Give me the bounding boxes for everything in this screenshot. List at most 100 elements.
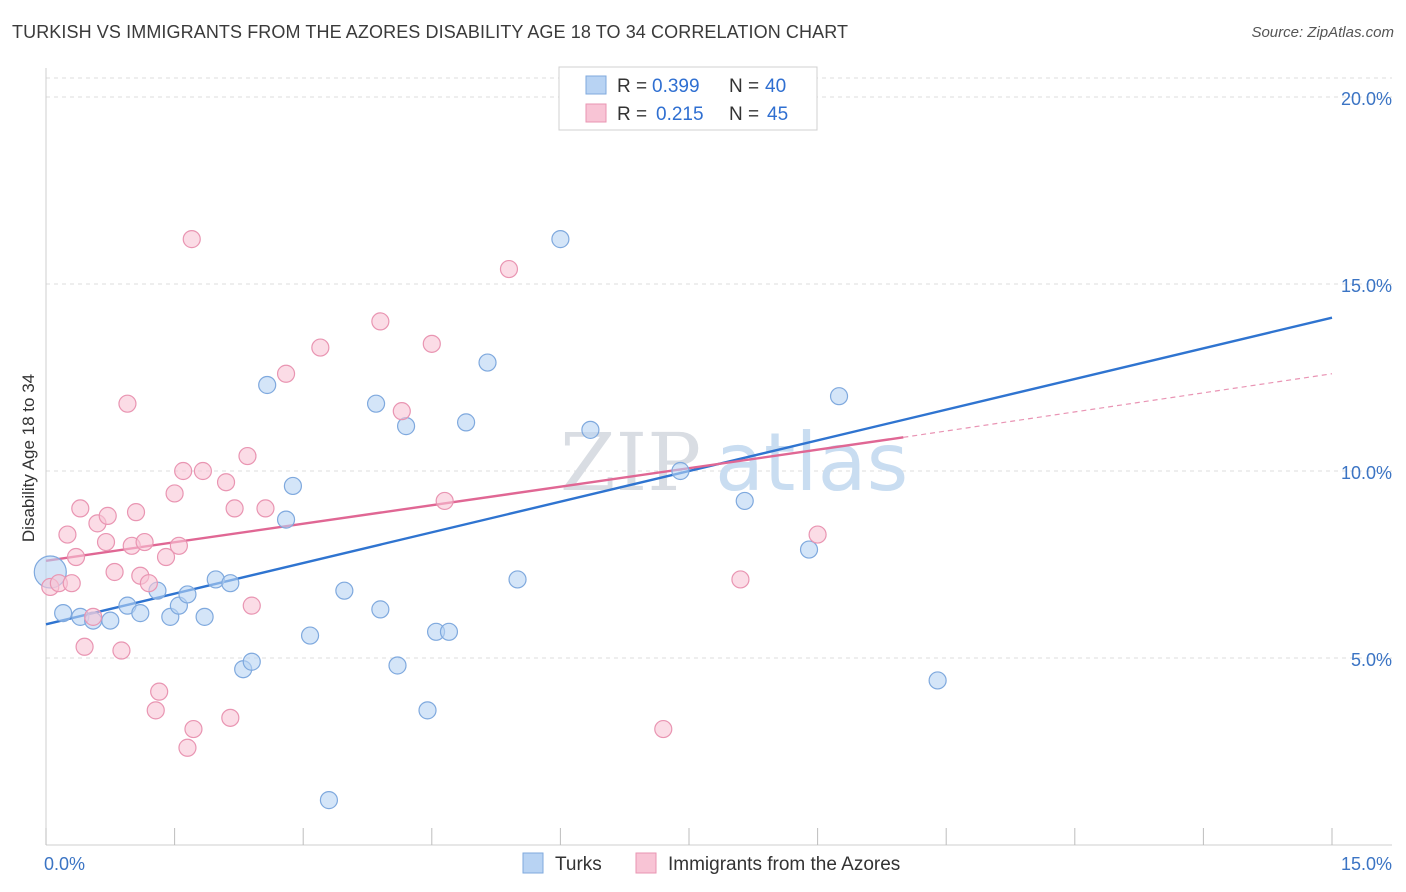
turks-point	[242, 652, 261, 671]
y-axis-label: Disability Age 18 to 34	[19, 374, 38, 542]
azores-point	[182, 230, 201, 249]
turks-point	[799, 540, 819, 559]
series-legend-swatch-azores	[635, 852, 657, 874]
azores-point	[221, 708, 240, 727]
stats-legend-r-label-azores: R =	[617, 104, 647, 125]
stats-legend-n-value-turks: 40	[765, 76, 786, 97]
azores-point	[808, 525, 827, 544]
azores-point	[150, 682, 169, 701]
turks-point	[131, 604, 150, 623]
turks-point	[283, 476, 303, 496]
turks-point	[388, 656, 407, 675]
azores-point	[118, 394, 137, 413]
stats-legend-swatch-azores	[585, 103, 607, 123]
turks-point	[195, 607, 214, 626]
grid-lines	[46, 77, 1392, 659]
turks-point	[418, 701, 437, 720]
turks-point	[735, 491, 754, 511]
stats-legend-n-label-turks: N =	[729, 76, 759, 97]
stats-legend-swatch-turks	[585, 75, 607, 95]
turks-point	[508, 570, 527, 589]
turks-point	[396, 417, 416, 436]
azores-point	[225, 499, 244, 518]
turks-point	[456, 413, 476, 432]
turks-point	[928, 671, 947, 690]
turks-point	[478, 353, 497, 372]
y-tick-label: 10.0%	[1341, 463, 1392, 483]
azores-point	[311, 338, 330, 357]
azores-trend-line	[45, 436, 904, 562]
azores-point	[58, 525, 77, 544]
turks-point	[178, 585, 197, 604]
stats-legend-r-value-turks: 0.399	[652, 76, 700, 97]
chart-source: Source: ZipAtlas.com	[1251, 24, 1394, 41]
azores-point	[165, 484, 184, 503]
stats-legend-n-label-azores: N =	[729, 104, 759, 125]
stats-legend-n-value-azores: 45	[767, 104, 788, 125]
azores-point	[96, 532, 116, 552]
turks-point	[101, 611, 120, 630]
azores-point	[174, 461, 193, 481]
azores-point	[66, 547, 86, 567]
azores-point	[98, 506, 117, 525]
azores-trend-line-extension	[903, 373, 1333, 438]
series-legend-label-turks: Turks	[555, 854, 602, 875]
data-points	[33, 84, 947, 810]
azores-point	[216, 473, 236, 492]
azores-point	[499, 259, 519, 279]
azores-point	[156, 547, 176, 567]
azores-point	[276, 364, 296, 383]
azores-point	[392, 402, 411, 421]
tick-labels: 5.0% 10.0% 15.0% 20.0% 0.0% 15.0%	[44, 89, 1392, 874]
x-tick-label: 15.0%	[1341, 854, 1392, 874]
chart-title: TURKISH VS IMMIGRANTS FROM THE AZORES DI…	[12, 22, 849, 42]
azores-point	[105, 562, 124, 582]
azores-point	[84, 607, 103, 626]
turks-point	[671, 461, 690, 481]
azores-point	[135, 532, 154, 552]
turks-point	[335, 581, 354, 600]
x-tick-label: 0.0%	[44, 854, 85, 874]
azores-point	[654, 719, 673, 739]
azores-point	[238, 446, 257, 466]
azores-point	[178, 738, 197, 757]
series-legend: Turks Immigrants from the Azores	[522, 852, 900, 875]
azores-point	[256, 499, 275, 518]
turks-point	[300, 626, 320, 645]
azores-point	[435, 491, 454, 511]
turks-point	[439, 622, 459, 641]
azores-point	[169, 536, 188, 555]
azores-point	[62, 574, 81, 593]
turks-point	[551, 230, 570, 249]
azores-point	[75, 637, 94, 656]
azores-point	[242, 596, 261, 615]
azores-point	[126, 503, 146, 522]
azores-point	[371, 312, 390, 331]
azores-point	[184, 719, 203, 739]
axes	[45, 68, 1392, 846]
turks-point	[371, 600, 390, 619]
stats-legend-r-value-azores: 0.215	[656, 104, 704, 125]
stats-legend-r-label-turks: R =	[617, 76, 647, 97]
y-tick-label: 5.0%	[1351, 650, 1392, 670]
series-legend-label-azores: Immigrants from the Azores	[668, 854, 900, 875]
turks-point	[366, 394, 386, 413]
azores-point	[139, 574, 158, 593]
azores-point	[71, 499, 90, 518]
azores-point	[731, 570, 750, 589]
azores-point	[422, 334, 441, 353]
turks-point	[829, 387, 849, 406]
turks-point	[54, 604, 73, 623]
turks-point	[221, 574, 240, 593]
y-tick-label: 15.0%	[1341, 276, 1392, 296]
stats-legend: R = 0.399 N = 40 R = 0.215 N = 45	[558, 66, 818, 131]
azores-point	[112, 641, 131, 660]
turks-point	[258, 375, 277, 395]
turks-point	[276, 510, 296, 529]
turks-point	[319, 791, 339, 810]
series-legend-swatch-turks	[522, 852, 544, 874]
azores-point	[193, 461, 212, 481]
turks-point	[581, 420, 600, 439]
azores-point	[146, 701, 165, 720]
